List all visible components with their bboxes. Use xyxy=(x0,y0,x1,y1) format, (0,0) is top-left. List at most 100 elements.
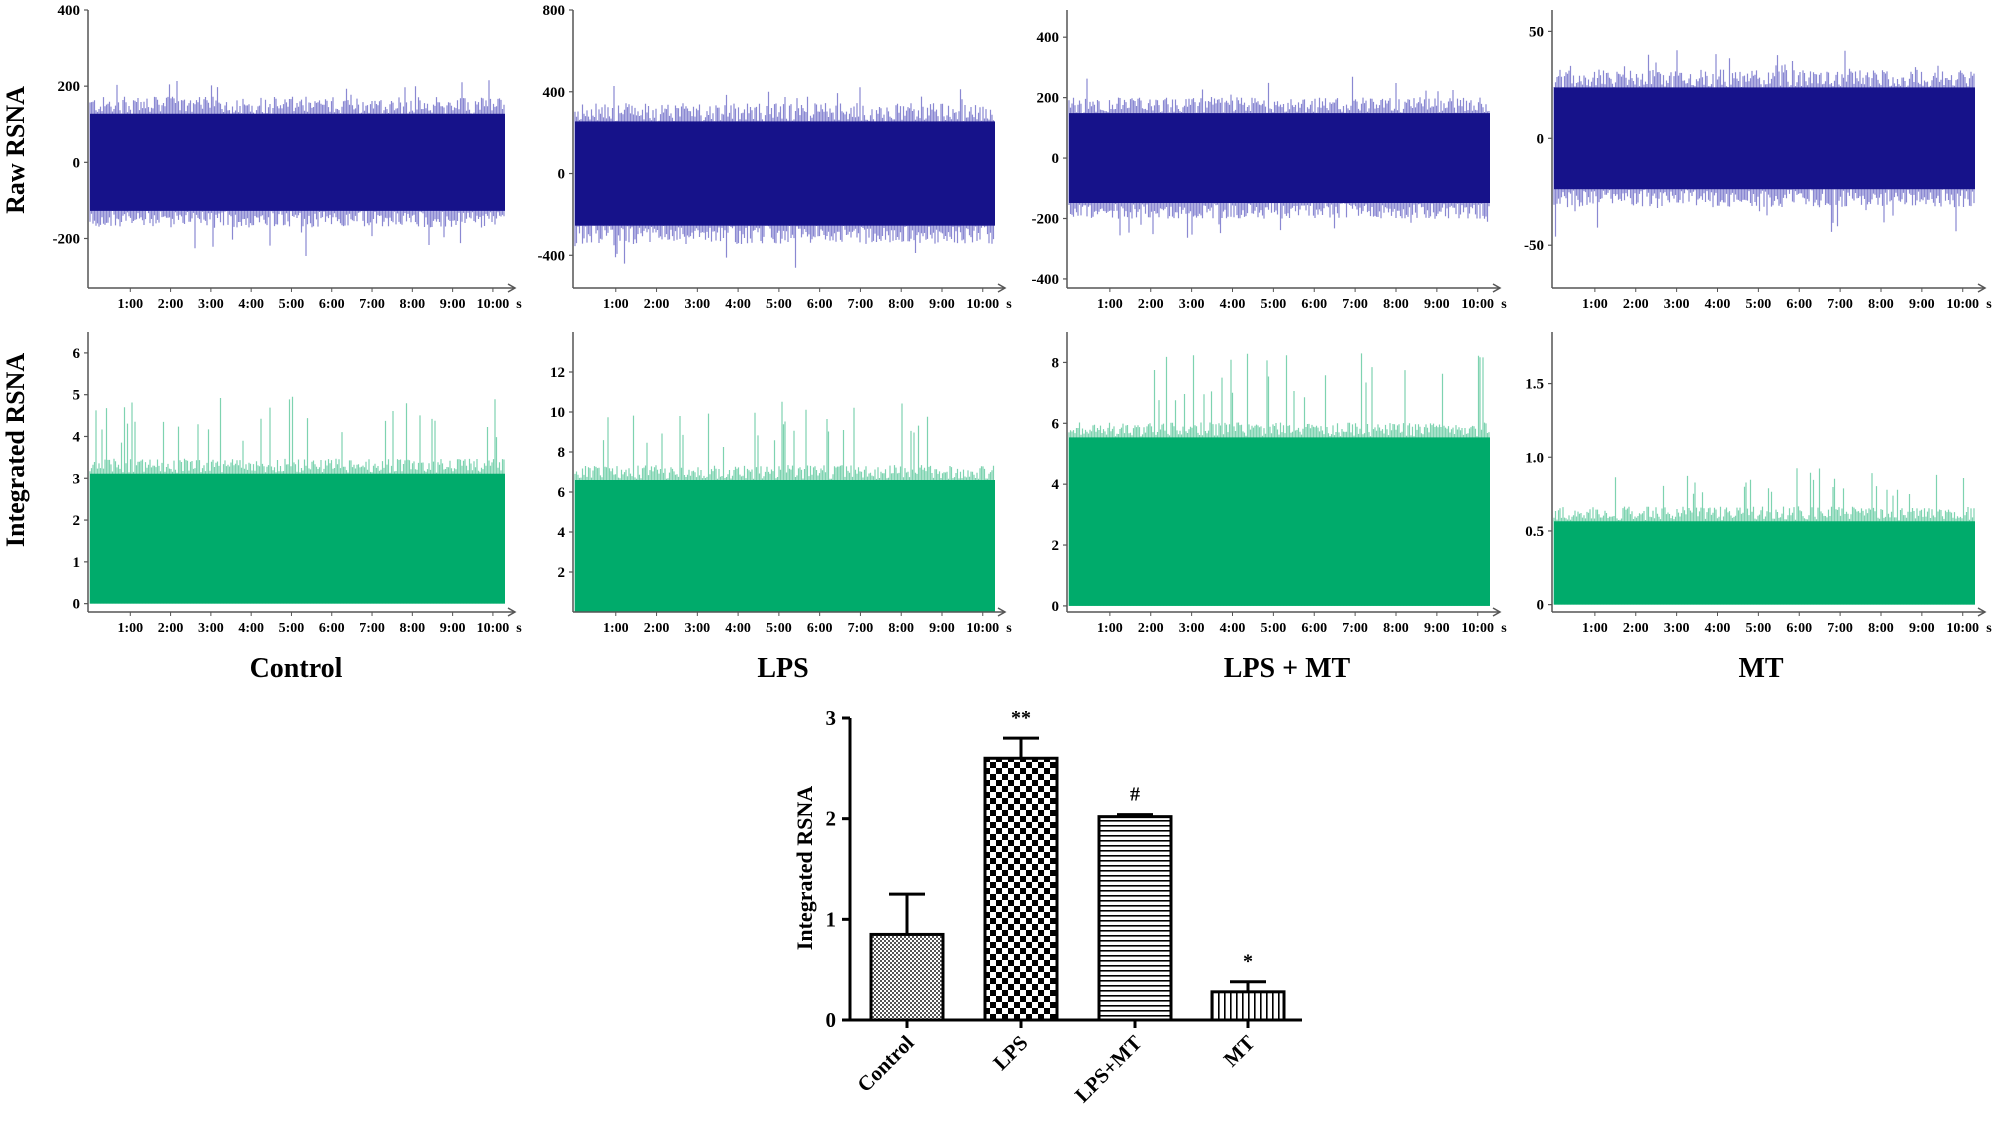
x-tick-label: 7:00 xyxy=(1827,621,1853,636)
y-tick-label: 50 xyxy=(1529,24,1544,40)
bar-category-label-lps-mt: LPS+MT xyxy=(1070,1031,1147,1108)
x-tick-label: 3:00 xyxy=(198,621,224,636)
x-tick-label: 2:00 xyxy=(1623,297,1649,312)
y-tick-label: 200 xyxy=(1037,91,1060,107)
x-tick-label: 1:00 xyxy=(603,297,629,312)
y-tick-label: 2 xyxy=(73,513,81,529)
y-tick-label: 0 xyxy=(558,167,566,183)
x-tick-label: 7:00 xyxy=(359,621,385,636)
y-tick-label: 1.5 xyxy=(1525,377,1544,393)
x-tick-label: 1:00 xyxy=(1097,621,1123,636)
x-tick-label: 1:00 xyxy=(117,621,143,636)
x-tick-label: 3:00 xyxy=(684,621,710,636)
x-axis-arrow-raw-lps xyxy=(997,283,1007,293)
x-axis-arrow-raw-mt xyxy=(1977,283,1987,293)
int-trace-area-lps xyxy=(575,480,995,612)
x-tick-label: 5:00 xyxy=(766,621,792,636)
raw-trace-band-mt xyxy=(1554,87,1975,190)
x-tick-label: 3:00 xyxy=(1664,297,1690,312)
x-tick-label: 2:00 xyxy=(1623,621,1649,636)
x-tick-label: 2:00 xyxy=(158,621,184,636)
y-tick-label: 0 xyxy=(73,597,81,613)
x-tick-label: 10:00 xyxy=(966,621,999,636)
y-tick-label: -50 xyxy=(1524,238,1544,254)
x-axis-arrow-int-mt xyxy=(1977,607,1987,617)
y-tick-label: 0 xyxy=(73,155,81,171)
y-tick-label: 1 xyxy=(73,555,81,571)
x-tick-label: 5:00 xyxy=(1746,297,1772,312)
bar-lps xyxy=(983,756,1059,1022)
significance-lps-mt: # xyxy=(1130,784,1140,806)
row-label-raw: Raw RSNA xyxy=(1,86,30,214)
y-tick-label: 0 xyxy=(1537,131,1545,147)
panel-raw-control: -200 0 200 400 1:00 2:00 3:00 4:00 5:00 6:00 7:00 8… xyxy=(53,3,523,312)
x-tick-label: 1:00 xyxy=(1097,297,1123,312)
panel-raw-mt: -50 0 50 1:00 2:00 3:00 4:00 5:00 6:00 7:00 8:00 9:… xyxy=(1524,10,1992,312)
panel-int-mt: 0 0.5 1.0 1.5 1:00 2:00 3:00 4:00 5:00 6:00 7:00 8:… xyxy=(1525,332,1992,636)
x-tick-label: 2:00 xyxy=(644,297,670,312)
y-tick-label: 6 xyxy=(558,485,566,501)
x-tick-label: 9:00 xyxy=(1424,297,1450,312)
x-tick-label: 4:00 xyxy=(725,297,751,312)
bar-ylabel-group: Integrated RSNA xyxy=(792,786,817,950)
x-tick-label: 4:00 xyxy=(238,621,264,636)
x-tick-label: 9:00 xyxy=(1424,621,1450,636)
x-unit-label: s xyxy=(1501,621,1507,636)
y-tick-label: 10 xyxy=(550,405,565,421)
y-tick-label: -200 xyxy=(53,231,81,247)
bar-y-tick-label: 2 xyxy=(826,807,837,831)
panel-int-lps-mt: 0 2 4 6 8 1:00 2:00 3:00 4:00 5:00 6:00 7:00 8:00 9:0… xyxy=(1052,332,1507,636)
x-axis-arrow-int-lps xyxy=(997,607,1007,617)
x-tick-label: 9:00 xyxy=(929,297,955,312)
bar-y-tick-label: 0 xyxy=(826,1008,837,1032)
y-tick-label: 400 xyxy=(58,3,81,19)
panel-int-control: 0 1 2 3 4 5 6 1:00 2:00 3:00 4:00 5:00 6:00 7:00 8:00 9… xyxy=(73,332,522,636)
y-tick-label: -400 xyxy=(1032,272,1060,288)
x-tick-label: 5:00 xyxy=(766,297,792,312)
x-tick-label: 10:00 xyxy=(966,297,999,312)
y-tick-label: -200 xyxy=(1032,212,1060,228)
x-tick-label: 10:00 xyxy=(1946,297,1979,312)
bar-chart-ylabel: Integrated RSNA xyxy=(792,786,817,950)
y-tick-label: 200 xyxy=(58,79,81,95)
x-tick-label: 1:00 xyxy=(1582,621,1608,636)
x-tick-label: 2:00 xyxy=(644,621,670,636)
x-tick-label: 8:00 xyxy=(888,621,914,636)
x-axis-arrow-raw-lps-mt xyxy=(1492,283,1502,293)
y-tick-label: 6 xyxy=(73,346,81,362)
x-tick-label: 6:00 xyxy=(1301,297,1327,312)
x-tick-label: 6:00 xyxy=(807,621,833,636)
y-tick-label: 5 xyxy=(73,388,81,404)
panel-raw-lps-mt: -400 -200 0 200 400 1:00 2:00 3:00 4:00 5:00 6:00 7… xyxy=(1032,10,1507,312)
significance-mt: * xyxy=(1243,951,1253,973)
y-tick-label: 0 xyxy=(1052,151,1060,167)
x-tick-label: 7:00 xyxy=(848,297,874,312)
y-tick-label: 1.0 xyxy=(1525,450,1544,466)
row-label-integrated: Integrated RSNA xyxy=(1,353,30,547)
bar-y-tick-label: 3 xyxy=(826,706,837,730)
y-tick-label: 2 xyxy=(558,565,566,581)
panel-raw-lps: -400 0 400 800 1:00 2:00 3:00 4:00 5:00 6:00 7:00 8… xyxy=(538,3,1013,312)
x-unit-label: s xyxy=(516,297,522,312)
y-tick-label: 0.5 xyxy=(1525,524,1544,540)
x-tick-label: 2:00 xyxy=(158,297,184,312)
bar-lps-mt xyxy=(1097,815,1173,1022)
y-tick-label: 2 xyxy=(1052,538,1060,554)
bar-control xyxy=(869,932,945,1022)
x-tick-label: 3:00 xyxy=(1179,621,1205,636)
x-tick-label: 7:00 xyxy=(1342,621,1368,636)
x-unit-label: s xyxy=(1006,621,1012,636)
x-tick-label: 10:00 xyxy=(1946,621,1979,636)
x-tick-label: 10:00 xyxy=(1461,297,1494,312)
x-tick-label: 7:00 xyxy=(1827,297,1853,312)
x-tick-label: 8:00 xyxy=(1868,621,1894,636)
x-tick-label: 5:00 xyxy=(279,621,305,636)
y-tick-label: 4 xyxy=(558,525,566,541)
x-tick-label: 8:00 xyxy=(399,621,425,636)
group-label-mt: MT xyxy=(1738,653,1783,684)
x-tick-label: 9:00 xyxy=(929,621,955,636)
x-tick-label: 1:00 xyxy=(1582,297,1608,312)
row-label-integrated-text: Integrated RSNA xyxy=(1,353,30,547)
